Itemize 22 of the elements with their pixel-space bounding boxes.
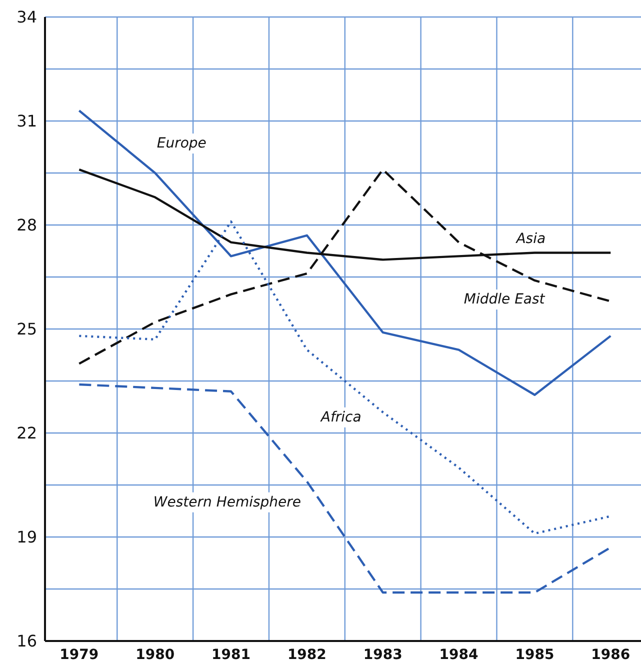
series-label: Middle East xyxy=(464,292,546,308)
y-tick-label: 16 xyxy=(16,632,37,651)
y-tick-label: 31 xyxy=(16,112,37,131)
line-series xyxy=(78,168,612,365)
line-series xyxy=(78,383,612,594)
y-tick-label: 22 xyxy=(16,424,37,443)
series-label: Europe xyxy=(156,136,206,152)
series-label: Asia xyxy=(515,230,546,247)
x-tick-label: 1986 xyxy=(591,646,630,663)
x-tick-label: 1985 xyxy=(515,646,554,663)
series-label: Western Hemisphere xyxy=(153,494,302,510)
y-tick-label: 25 xyxy=(16,320,37,339)
series-label: Africa xyxy=(320,409,362,426)
x-tick-label: 1983 xyxy=(363,646,402,663)
y-tick-label: 34 xyxy=(16,8,37,27)
x-tick-label: 1981 xyxy=(212,646,250,663)
x-tick-label: 1979 xyxy=(60,646,99,663)
x-tick-label: 1982 xyxy=(287,646,326,663)
x-tick-label: 1980 xyxy=(136,646,175,663)
y-tick-label: 19 xyxy=(16,528,37,547)
y-tick-label: 28 xyxy=(16,216,37,235)
x-tick-label: 1984 xyxy=(439,646,479,663)
